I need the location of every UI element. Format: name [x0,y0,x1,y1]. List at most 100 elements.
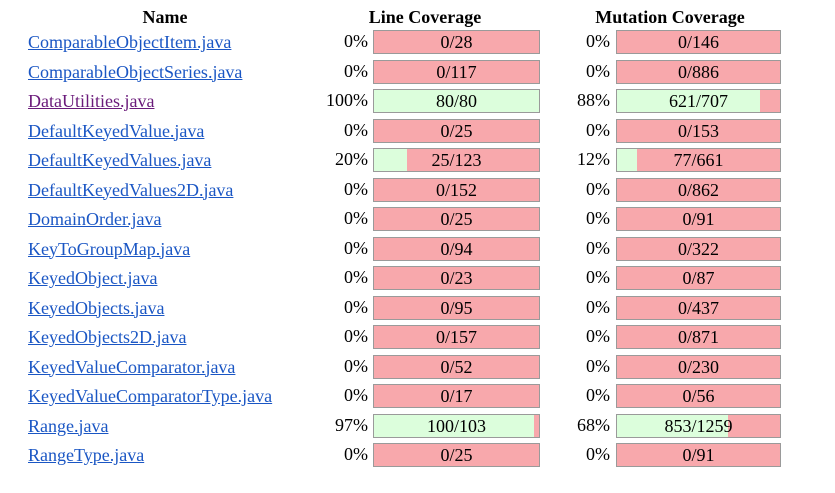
line-coverage-percent: 0% [344,296,368,317]
mutation-coverage-bar: 0/91 [616,207,781,231]
line-coverage-bar: 0/117 [373,59,540,84]
mutation-coverage-ratio: 0/230 [677,356,719,377]
mutation-coverage-ratio: 0/91 [682,445,715,465]
mutation-coverage-fill [617,90,761,112]
line-coverage-fill [374,414,535,437]
mutation-coverage-bar: 0/91 [616,443,781,467]
line-coverage-percent: 97% [335,414,368,435]
mutation-coverage-bar: 0/862 [616,177,781,202]
column-header-name: Name [142,7,188,27]
line-coverage-percent: 0% [344,119,368,140]
file-link[interactable]: ComparableObjectItem.java [28,32,232,52]
mutation-coverage-bar: 0/886 [616,59,781,84]
mutation-coverage-bar: 0/871 [616,325,781,349]
file-link[interactable]: RangeType.java [28,445,145,465]
mutation-coverage-ratio: 0/871 [677,327,719,347]
mutation-coverage-bar: 77/661 [616,148,781,172]
line-coverage-percent: 0% [344,237,368,258]
line-coverage-bar: 0/25 [373,118,540,143]
mutation-coverage-bar: 853/1259 [616,413,781,438]
mutation-coverage-percent: 0% [586,267,610,287]
mutation-coverage-percent: 0% [586,296,610,317]
line-coverage-bar: 80/80 [373,89,540,113]
mutation-coverage-percent: 0% [586,385,610,405]
mutation-coverage-percent: 0% [586,326,610,346]
file-link[interactable]: KeyedObject.java [28,268,158,288]
mutation-coverage-ratio: 0/91 [682,209,715,229]
line-coverage-percent: 0% [344,178,368,199]
file-link[interactable]: KeyedObjects.java [28,297,165,318]
file-link[interactable]: KeyedObjects2D.java [28,327,187,347]
table-row: RangeType.java 0% 0/25 0% 0/91 [0,441,835,471]
line-coverage-percent: 0% [344,267,368,287]
line-coverage-fill [374,90,539,112]
mutation-coverage-bar: 0/56 [616,384,781,408]
file-link[interactable]: KeyedValueComparator.java [28,356,236,377]
line-coverage-bar: 100/103 [373,413,540,438]
mutation-coverage-percent: 0% [586,119,610,140]
table-row: KeyedObjects2D.java 0% 0/157 0% 0/871 [0,323,835,353]
line-coverage-ratio: 0/25 [440,445,473,465]
line-coverage-percent: 0% [344,355,368,376]
file-link[interactable]: KeyToGroupMap.java [28,238,191,259]
line-coverage-bar: 0/94 [373,236,540,261]
mutation-coverage-ratio: 0/56 [682,386,715,406]
table-row: DataUtilities.java 100% 80/80 88% 621/707 [0,87,835,117]
line-coverage-bar: 0/17 [373,384,540,408]
line-coverage-ratio: 0/52 [440,356,473,377]
mutation-coverage-ratio: 0/437 [677,297,719,318]
table-row: ComparableObjectItem.java 0% 0/28 0% 0/146 [0,28,835,58]
line-coverage-bar: 0/23 [373,266,540,290]
file-link[interactable]: DefaultKeyedValue.java [28,120,205,141]
line-coverage-percent: 100% [326,90,368,110]
table-row: DefaultKeyedValues.java 20% 25/123 12% 77/66… [0,146,835,176]
mutation-coverage-percent: 0% [586,31,610,51]
mutation-coverage-bar: 0/146 [616,30,781,54]
line-coverage-bar: 0/25 [373,443,540,467]
line-coverage-bar: 0/52 [373,354,540,379]
line-coverage-ratio: 0/28 [440,32,473,52]
mutation-coverage-ratio: 77/661 [673,150,724,170]
file-link[interactable]: DefaultKeyedValues.java [28,150,212,170]
line-coverage-percent: 0% [344,31,368,51]
mutation-coverage-bar: 0/230 [616,354,781,379]
mutation-coverage-bar: 0/322 [616,236,781,261]
file-link[interactable]: ComparableObjectSeries.java [28,61,243,82]
mutation-coverage-percent: 88% [577,90,610,110]
file-link[interactable]: DefaultKeyedValues2D.java [28,179,234,200]
line-coverage-ratio: 100/103 [426,415,486,436]
file-link[interactable]: DomainOrder.java [28,209,162,229]
line-coverage-bar: 0/157 [373,325,540,349]
line-coverage-ratio: 25/123 [431,150,482,170]
line-coverage-bar: 0/152 [373,177,540,202]
mutation-coverage-percent: 0% [586,355,610,376]
line-coverage-ratio: 0/25 [440,120,473,141]
table-row: DefaultKeyedValue.java 0% 0/25 0% 0/153 [0,117,835,147]
line-coverage-fill [374,149,407,171]
mutation-coverage-ratio: 0/146 [677,32,719,52]
table-row: KeyToGroupMap.java 0% 0/94 0% 0/322 [0,235,835,265]
mutation-coverage-percent: 0% [586,237,610,258]
column-header-line-coverage: Line Coverage [368,7,482,27]
mutation-coverage-ratio: 0/153 [677,120,719,141]
file-link[interactable]: KeyedValueComparatorType.java [28,386,273,406]
line-coverage-percent: 0% [344,385,368,405]
line-coverage-percent: 0% [344,60,368,81]
mutation-coverage-ratio: 0/886 [677,61,719,82]
line-coverage-ratio: 0/94 [440,238,473,259]
table-row: KeyedValueComparator.java 0% 0/52 0% 0/230 [0,353,835,383]
line-coverage-percent: 0% [344,444,368,464]
column-header-mutation-coverage: Mutation Coverage [595,7,745,27]
mutation-coverage-bar: 0/153 [616,118,781,143]
mutation-coverage-percent: 68% [577,414,610,435]
file-link[interactable]: DataUtilities.java [28,91,155,111]
mutation-coverage-bar: 0/437 [616,295,781,320]
line-coverage-bar: 25/123 [373,148,540,172]
mutation-coverage-ratio: 0/322 [677,238,719,259]
mutation-coverage-bar: 0/87 [616,266,781,290]
line-coverage-ratio: 80/80 [435,91,477,111]
line-coverage-ratio: 0/95 [440,297,473,318]
line-coverage-bar: 0/25 [373,207,540,231]
table-row: ComparableObjectSeries.java 0% 0/117 0% 0/88… [0,58,835,88]
file-link[interactable]: Range.java [28,415,109,436]
